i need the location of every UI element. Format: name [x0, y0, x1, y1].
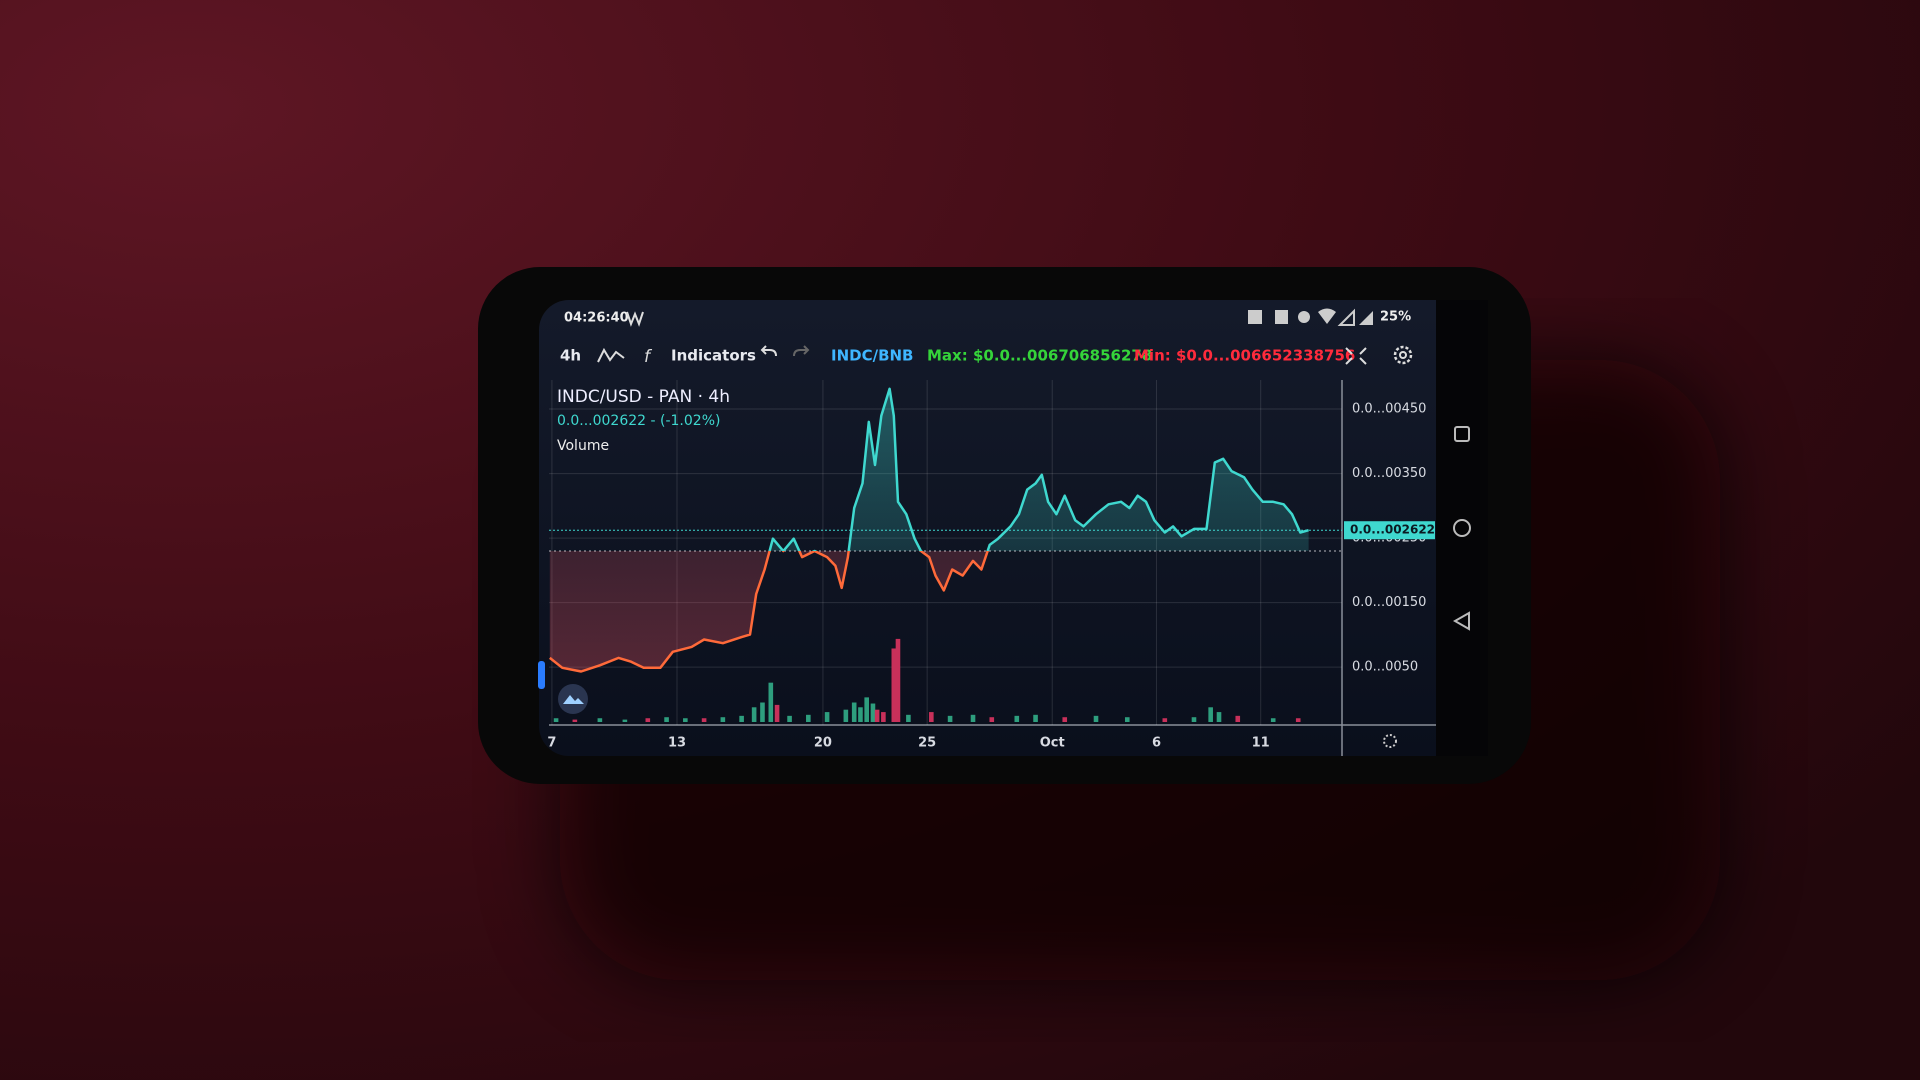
volume-bar	[751, 707, 757, 722]
redo-button[interactable]	[793, 345, 810, 357]
volume-bar	[683, 718, 688, 722]
volume-bar	[739, 715, 744, 722]
volume-bar	[970, 714, 976, 722]
fullscreen-button[interactable]	[1345, 347, 1367, 365]
x-tick-label: Oct	[1040, 736, 1065, 751]
home-button[interactable]	[1453, 519, 1471, 537]
chart-subtitle: 0.0...002622 - (-1.02%)	[557, 413, 720, 429]
volume-bar	[891, 648, 897, 722]
volume-bar	[1295, 718, 1301, 722]
volume-bar	[806, 714, 811, 722]
volume-bar	[1270, 718, 1276, 722]
volume-bar	[906, 714, 911, 722]
price-line-above	[768, 387, 1309, 551]
volume-bar	[1216, 712, 1222, 722]
settings-button[interactable]	[1393, 345, 1413, 365]
y-tick-label: 0.0...00450	[1352, 402, 1426, 417]
indicators-button[interactable]: Indicators	[671, 347, 756, 365]
interval-button[interactable]: 4h	[560, 347, 581, 365]
logo-icon	[563, 695, 584, 704]
volume-bar	[881, 712, 886, 722]
volume-bar	[1191, 717, 1197, 722]
volume-bar	[1235, 715, 1241, 722]
status-icon	[1248, 310, 1262, 324]
area-below	[549, 551, 1309, 672]
volume-bar	[824, 712, 830, 722]
scroll-handle[interactable]	[538, 661, 545, 689]
battery-level: 25%	[1380, 310, 1411, 325]
volume-label: Volume	[557, 438, 609, 454]
plot: 0.0...004500.0...003500.0...002500.0...0…	[547, 380, 1435, 751]
volume-bar	[768, 682, 774, 722]
signal-icon	[1359, 311, 1373, 325]
volume-bar	[989, 717, 995, 722]
volume-bar	[1162, 718, 1168, 722]
volume-bar	[720, 717, 726, 722]
x-tick-label: 7	[547, 736, 556, 751]
x-tick-label: 20	[814, 736, 832, 751]
pair-button[interactable]: INDC/BNB	[831, 347, 914, 365]
volume-bar	[622, 719, 628, 722]
status-icon	[1275, 310, 1288, 324]
volume-bar	[774, 704, 780, 722]
price-line-below	[549, 551, 989, 673]
last-price-tag	[1344, 521, 1435, 540]
volume-bar	[870, 703, 876, 722]
volume-bar	[553, 718, 559, 722]
volume-bar	[1014, 715, 1020, 722]
x-tick-label: 25	[918, 736, 936, 751]
x-tick-label: 11	[1252, 736, 1270, 751]
volume-bar	[1062, 717, 1068, 722]
volume-bar	[874, 709, 880, 722]
wifi-icon	[1318, 308, 1336, 324]
min-price: Min: $0.0...006652338756	[1134, 347, 1355, 365]
volume-bar	[760, 702, 765, 722]
status-time: 04:26:40	[564, 311, 629, 326]
volume-bar	[645, 718, 651, 722]
volume-bar	[929, 712, 934, 722]
volume-bar	[572, 719, 578, 722]
volume-bar	[895, 638, 901, 722]
nav-bar	[1436, 300, 1488, 756]
chart-title: INDC/USD - PAN · 4h	[557, 387, 730, 407]
volume-bar	[701, 718, 707, 722]
volume-bar	[858, 707, 863, 722]
volume-bar	[864, 697, 870, 722]
x-tick-label: 13	[668, 736, 686, 751]
undo-button[interactable]	[760, 345, 777, 357]
y-tick-label: 0.0...0050	[1352, 660, 1418, 675]
area-above	[549, 388, 1309, 551]
status-icon	[1298, 311, 1310, 323]
y-tick-label: 0.0...00150	[1352, 595, 1426, 610]
indicators-icon[interactable]: f	[644, 347, 653, 367]
back-button[interactable]	[1452, 611, 1470, 631]
axis-settings-button[interactable]	[1383, 734, 1397, 748]
last-price-label: 0.0...002622	[1350, 523, 1435, 537]
volume-bar	[1208, 707, 1213, 722]
volume-bar	[1033, 714, 1038, 722]
settings-button[interactable]	[1399, 351, 1407, 359]
volume-bar	[1124, 717, 1130, 722]
volume-bar	[664, 717, 669, 722]
volume-bar	[1093, 715, 1099, 722]
x-tick-label: 6	[1152, 736, 1161, 751]
status-icon	[626, 311, 644, 327]
y-tick-label: 0.0...00350	[1352, 466, 1426, 481]
signal-icon	[1337, 308, 1355, 326]
max-price: Max: $0.0...006706856278	[927, 347, 1152, 365]
recents-button[interactable]	[1454, 426, 1470, 442]
volume-bar	[843, 709, 849, 722]
chart-type-button[interactable]	[597, 347, 625, 363]
volume-bar	[851, 702, 857, 722]
volume-bar	[597, 718, 603, 722]
volume-bar	[947, 715, 953, 722]
volume-bar	[787, 715, 792, 722]
